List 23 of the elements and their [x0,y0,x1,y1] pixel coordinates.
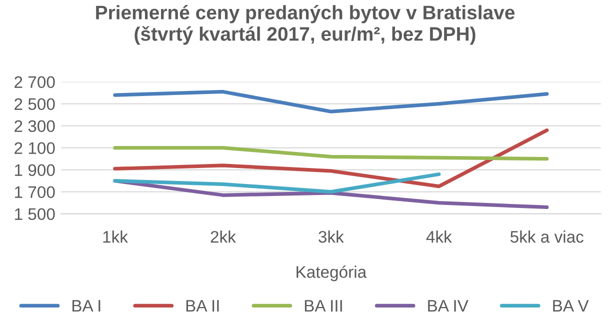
x-axis-title: Kategória [296,265,367,282]
line-series [113,128,549,188]
legend-label: BA III [304,300,342,312]
y-tick-label: 2 100 [14,142,55,154]
y-tick-label: 1 500 [15,208,55,220]
x-tick-label: 3kk [318,230,344,243]
y-tick-label: 2 300 [14,120,55,132]
y-tick-label: 1 700 [15,186,55,198]
x-tick-label: 2kk [210,230,236,243]
line-series [113,146,549,161]
legend-label: BA I [72,300,100,312]
chart-title: Priemerné ceny predaných bytov v Bratislave (štvrtý kvartál 2017, eur/m², bez DPH) [96,4,515,45]
legend-label: BA IV [428,300,468,312]
x-tick-label: 5kk a viac [510,230,584,243]
y-tick-label: 2 700 [14,76,55,88]
y-tick-label: 1 900 [15,164,55,176]
line-series [113,172,441,194]
legend-label: BA V [553,300,589,312]
legend-label: BA II [186,300,219,312]
x-tick-label: 1kk [103,230,128,243]
line-series [113,90,549,114]
y-tick-label: 2 500 [14,98,55,110]
x-tick-label: 4kk [426,230,452,243]
